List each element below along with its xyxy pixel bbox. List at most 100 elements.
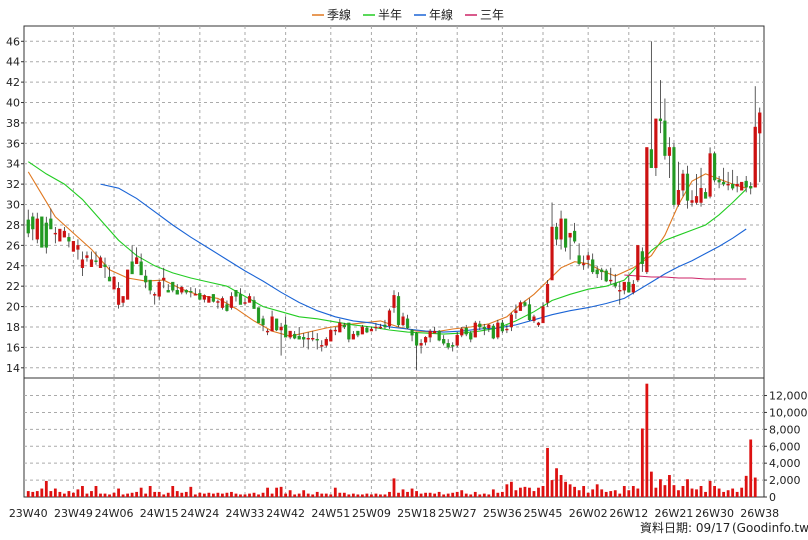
candle (288, 330, 292, 340)
volume-bar (202, 493, 206, 497)
x-tick-label: 25W45 (524, 507, 563, 520)
candle-body (708, 153, 712, 197)
candle-body (40, 216, 44, 248)
candle (329, 329, 333, 342)
volume-bars-group (26, 383, 757, 497)
candle (604, 268, 608, 283)
candle (654, 118, 658, 176)
candle-body (243, 302, 247, 304)
candle-body (735, 183, 739, 187)
volume-bar (279, 486, 283, 497)
candle-body (758, 112, 762, 134)
volume-bar (62, 493, 66, 497)
volume-bar (184, 491, 188, 497)
candle (175, 284, 179, 295)
vol-tick-label: 12,000 (769, 390, 808, 403)
candle-body (275, 318, 279, 331)
volume-bar (541, 486, 545, 497)
volume-bar (76, 489, 80, 497)
volume-bar (44, 480, 48, 497)
candle-body (58, 228, 62, 242)
candle (500, 319, 504, 334)
volume-bar (320, 493, 324, 497)
candle-body (586, 255, 590, 260)
candle (351, 331, 355, 340)
volume-bar (67, 491, 71, 497)
candle-body (685, 173, 690, 201)
volume-bar (31, 491, 35, 497)
candle-body (125, 269, 130, 300)
candle-body (532, 316, 536, 322)
candle-body (496, 322, 500, 338)
candle-body (491, 325, 495, 339)
candle (636, 245, 640, 283)
candle (338, 318, 342, 333)
volume-bar (663, 485, 667, 497)
candle-body (631, 283, 635, 293)
candle (238, 288, 243, 305)
vol-tick-label: 6,000 (769, 440, 801, 453)
candle-body (360, 326, 364, 335)
volume-bar (230, 491, 233, 497)
y-tick-label: 18 (6, 321, 20, 334)
candle (153, 292, 157, 305)
candle-body (505, 328, 509, 331)
volume-bar (640, 428, 644, 497)
candle (735, 175, 739, 193)
candle (157, 280, 161, 301)
volume-bar (257, 494, 260, 497)
candle (722, 167, 726, 187)
candle (405, 314, 410, 330)
candle (44, 216, 48, 254)
volume-bar (189, 486, 193, 497)
candle (198, 289, 202, 301)
price-plot-area (23, 25, 765, 379)
candle (627, 275, 631, 293)
candle-body (446, 343, 450, 348)
candle (279, 322, 283, 356)
candle (130, 245, 134, 275)
vol-tick-label: 0 (769, 491, 776, 504)
candle (85, 251, 89, 262)
candle (171, 281, 175, 293)
volume-bar (153, 491, 157, 497)
candle (216, 299, 220, 309)
candle (482, 323, 486, 336)
candle-body (279, 326, 283, 331)
candle (491, 323, 495, 340)
y-tick-label: 38 (6, 117, 20, 130)
volume-bar (112, 492, 116, 497)
candle (89, 251, 94, 267)
volume-bar (491, 489, 495, 497)
volume-bar (487, 494, 491, 497)
candle (496, 319, 500, 340)
volume-bar (668, 475, 671, 497)
candle-body (351, 333, 355, 340)
candle (94, 251, 98, 265)
candle-body (216, 301, 220, 303)
candle-body (410, 329, 414, 336)
candle-body (563, 218, 568, 248)
candle (464, 324, 468, 337)
x-tick-label: 24W51 (311, 507, 350, 520)
volume-bar (356, 494, 360, 497)
volume-panel: 0 2,000 4,000 6,000 8,000 10,000 12,000 (23, 377, 808, 504)
candle-body (333, 329, 337, 332)
candle (252, 296, 256, 309)
candle (40, 216, 44, 248)
y-tick-label: 30 (6, 199, 20, 212)
candle-body (663, 120, 667, 156)
candle-body (157, 281, 161, 297)
legend-label: 年線 (429, 7, 453, 22)
volume-bar (442, 494, 446, 497)
candle (523, 300, 527, 307)
volume-bar (175, 491, 179, 497)
candle (442, 335, 446, 346)
candle (284, 316, 288, 338)
candle-body (582, 263, 586, 265)
candle-body (89, 259, 94, 267)
candle-body (112, 276, 116, 290)
volume-bar (351, 493, 355, 497)
candle (573, 222, 577, 244)
